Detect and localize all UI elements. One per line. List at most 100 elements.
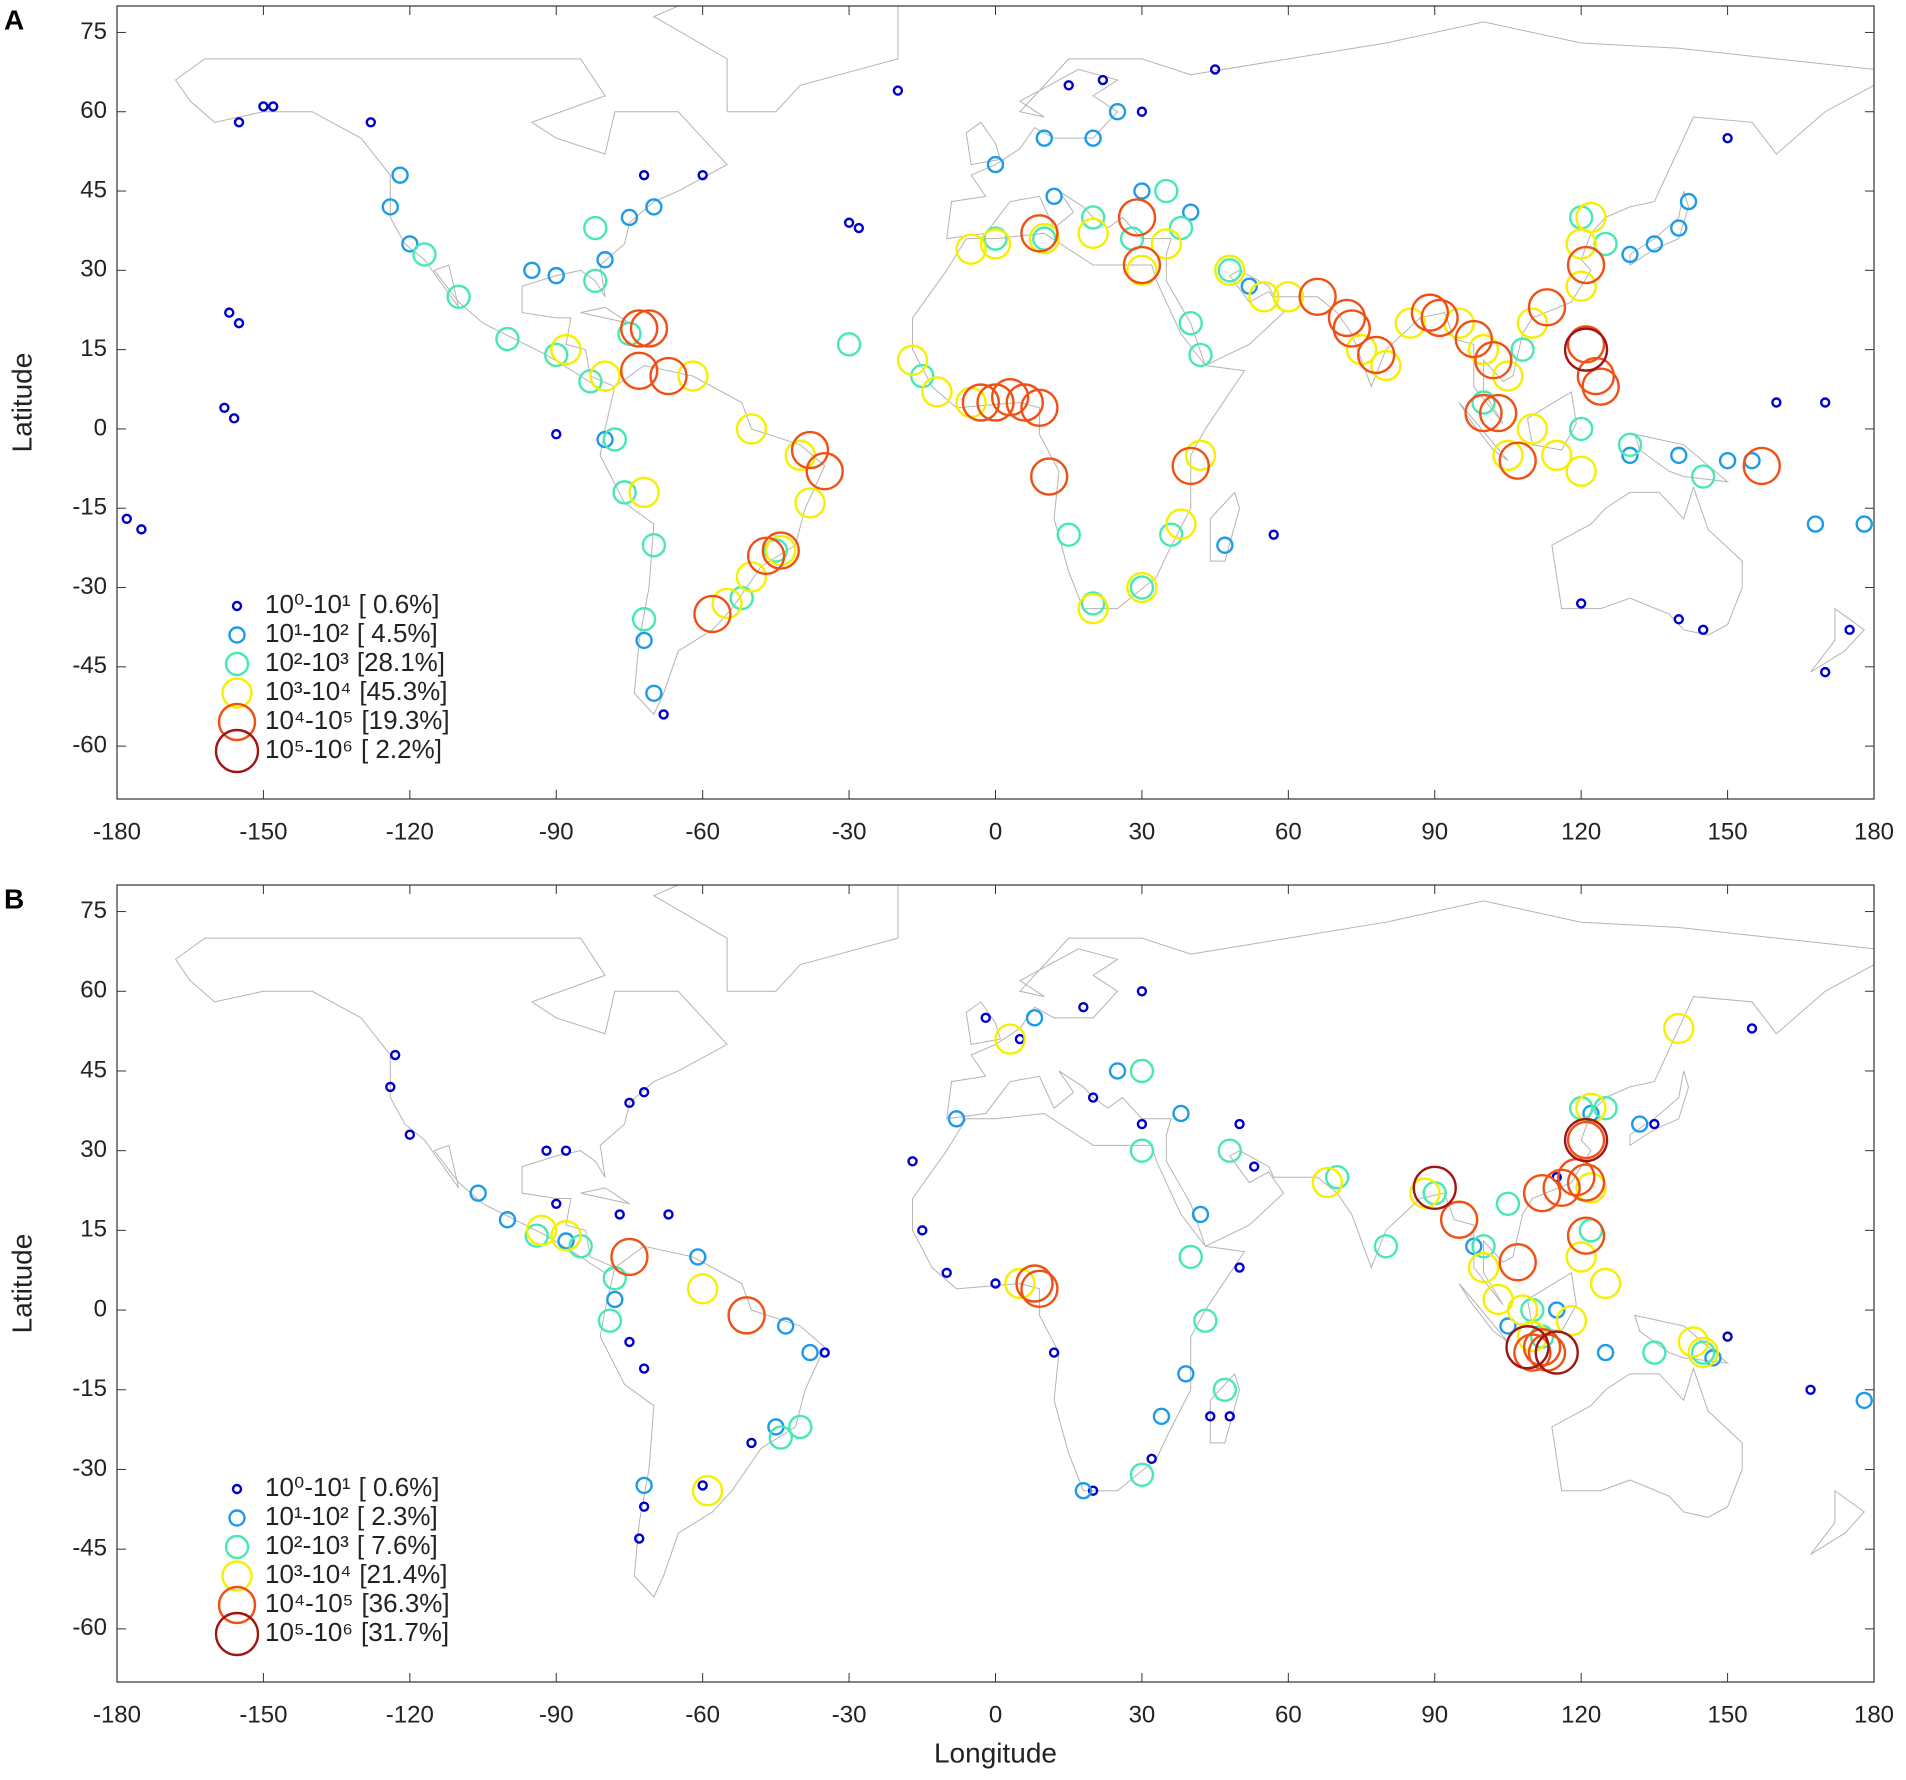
marker <box>649 356 688 396</box>
y-tick-label: 60 <box>80 977 107 1004</box>
marker <box>638 169 650 181</box>
marker <box>1172 1104 1190 1123</box>
marker <box>1498 1243 1537 1282</box>
marker <box>597 1308 623 1333</box>
marker <box>1165 508 1197 540</box>
y-tick-label: 75 <box>80 897 107 924</box>
marker <box>1248 1161 1260 1172</box>
y-tick-label: -45 <box>72 1535 107 1562</box>
marker <box>1056 522 1081 547</box>
marker <box>735 413 768 445</box>
marker <box>1150 228 1183 260</box>
marker <box>735 561 768 593</box>
marker <box>768 1425 793 1450</box>
marker <box>1575 1092 1607 1124</box>
marker <box>1471 390 1496 415</box>
marker <box>917 1225 928 1236</box>
marker <box>1541 439 1573 472</box>
x-tick-label: -90 <box>539 818 574 845</box>
marker <box>1690 1340 1716 1365</box>
x-tick-label: -30 <box>832 818 867 845</box>
marker <box>1087 1092 1099 1103</box>
marker <box>1074 1482 1093 1500</box>
marker <box>631 607 657 632</box>
marker <box>1020 1269 1059 1309</box>
marker <box>606 1290 624 1309</box>
marker <box>776 1317 795 1335</box>
x-tick-label: -180 <box>93 1701 141 1728</box>
legend-name: 10³-10⁴ <box>265 676 351 706</box>
marker <box>1108 1062 1127 1080</box>
marker <box>1566 1163 1606 1202</box>
marker <box>1188 342 1213 368</box>
marker <box>258 101 269 112</box>
marker <box>1268 529 1279 540</box>
marker <box>1645 235 1664 253</box>
marker <box>1478 393 1518 433</box>
marker <box>1621 245 1639 264</box>
marker <box>578 369 603 394</box>
marker <box>385 1081 396 1093</box>
marker <box>1575 201 1607 234</box>
y-tick-label: 45 <box>80 1056 107 1083</box>
marker <box>219 402 230 413</box>
marker <box>1495 1191 1521 1217</box>
marker <box>1471 1234 1496 1259</box>
marker <box>1844 624 1855 636</box>
marker <box>1467 1251 1500 1284</box>
marker <box>628 476 660 509</box>
legend-marker <box>214 1611 260 1657</box>
marker <box>602 427 628 452</box>
marker <box>921 376 953 408</box>
y-tick-label: 15 <box>80 1216 107 1243</box>
marker <box>551 1198 562 1210</box>
legend-share: [ 2.2%] <box>361 734 442 764</box>
marker <box>495 326 520 352</box>
x-tick-label: -120 <box>386 1701 434 1728</box>
legend-share: [ 0.6%] <box>359 589 440 619</box>
marker <box>1631 1115 1649 1133</box>
marker <box>1464 393 1503 433</box>
marker <box>1063 80 1074 91</box>
marker <box>941 1267 952 1279</box>
legend-entry: 10⁴-10⁵ [36.3%] <box>265 1588 450 1618</box>
marker <box>228 413 240 424</box>
x-tick-label: 150 <box>1708 1701 1748 1728</box>
marker <box>645 684 663 702</box>
marker <box>1516 307 1549 339</box>
marker <box>1045 187 1063 206</box>
marker <box>551 429 562 440</box>
marker <box>401 235 419 253</box>
y-tick-label: 30 <box>80 1136 107 1163</box>
y-tick-label: -60 <box>72 731 107 758</box>
marker <box>1184 439 1217 472</box>
legend-marker <box>217 702 257 742</box>
marker <box>1005 383 1044 422</box>
marker <box>1520 1297 1545 1323</box>
marker <box>1621 446 1639 465</box>
marker <box>1565 1241 1597 1273</box>
marker <box>1505 1325 1550 1370</box>
marker <box>1563 327 1609 372</box>
marker <box>1670 219 1688 237</box>
marker <box>1136 1118 1148 1130</box>
marker <box>1214 254 1246 287</box>
marker <box>1513 1333 1552 1372</box>
marker <box>693 594 732 634</box>
marker <box>612 480 637 505</box>
marker <box>689 1248 707 1266</box>
legend-share: [21.4%] <box>359 1559 447 1589</box>
marker <box>267 101 279 112</box>
marker <box>1126 571 1158 604</box>
marker <box>1084 129 1102 147</box>
marker <box>1542 1168 1581 1208</box>
marker <box>1522 1328 1562 1367</box>
marker <box>1565 455 1597 487</box>
marker <box>1129 1138 1155 1163</box>
marker <box>391 166 409 184</box>
marker <box>896 344 929 376</box>
x-axis-label: Longitude <box>934 1737 1057 1768</box>
x-tick-label: -90 <box>539 1701 574 1728</box>
